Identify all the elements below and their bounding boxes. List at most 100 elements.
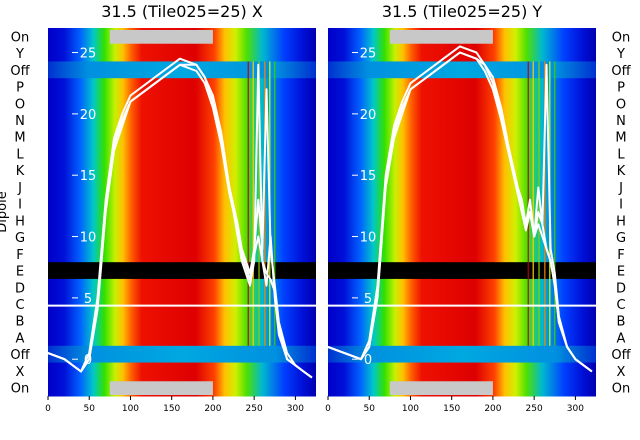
xtick-label: 150 (163, 404, 180, 414)
xtick-label: 50 (364, 404, 376, 414)
flagged-region (389, 30, 493, 44)
row-label-left: N (15, 114, 25, 129)
overlay-ytick-label: 25 (360, 47, 377, 62)
heatmap-row-off (328, 61, 596, 79)
spectrum-curve (327, 45, 593, 373)
row-label-right: H (616, 214, 626, 229)
rfi-streak (527, 61, 530, 346)
heatmap-row (328, 78, 596, 96)
row-label-right: O (616, 97, 626, 112)
row-label-left: I (18, 198, 22, 213)
row-label-right: X (617, 365, 626, 380)
row-label-right: K (617, 164, 626, 179)
xtick-label: 100 (402, 404, 419, 414)
row-label-left: F (16, 248, 23, 263)
row-label-left: E (16, 265, 24, 280)
overlay-ytick-label: 15 (80, 169, 97, 184)
row-label-right: M (615, 131, 626, 146)
row-label-left: K (16, 164, 25, 179)
row-label-left: M (14, 131, 25, 146)
row-label-right: G (616, 231, 626, 246)
overlay-ytick-label: 20 (360, 108, 377, 123)
overlay-ytick-label: 20 (80, 108, 97, 123)
overlay-ytick-label: 10 (360, 231, 377, 246)
xtick-label: 0 (45, 404, 51, 414)
xtick-label: 100 (122, 404, 139, 414)
panel-title: 31.5 (Tile025=25) X (101, 2, 263, 21)
row-label-left: J (17, 181, 22, 196)
heatmap-row (48, 362, 316, 380)
heatmap-row (328, 312, 596, 330)
row-label-left: P (16, 81, 24, 96)
row-label-left: Y (15, 47, 24, 62)
row-label-right: D (616, 281, 626, 296)
heatmap-row-blank (48, 262, 316, 280)
overlay-ytick-label: 15 (360, 169, 377, 184)
row-label-left: On (11, 382, 29, 397)
xtick-label: 250 (526, 404, 543, 414)
row-label-right: Y (616, 47, 625, 62)
overlay-ytick-label: 25 (80, 47, 97, 62)
heatmap-row (328, 195, 596, 213)
row-label-right: N (616, 114, 626, 129)
rfi-streak (264, 61, 266, 346)
xtick-label: 300 (567, 404, 584, 414)
heatmap-row (48, 329, 316, 347)
heatmap-row (328, 145, 596, 163)
rfi-streak (538, 61, 540, 346)
heatmap-row (48, 44, 316, 62)
rfi-streak (247, 61, 250, 346)
spectrum-curve (47, 63, 313, 379)
row-label-right: I (619, 198, 623, 213)
row-label-right: J (618, 181, 623, 196)
flagged-region (109, 381, 213, 395)
rfi-streak (532, 61, 535, 346)
xtick-label: 0 (325, 404, 331, 414)
row-label-left: H (15, 214, 25, 229)
rfi-streak (273, 61, 276, 346)
heatmap-row (328, 245, 596, 263)
row-label-left: On (11, 30, 29, 45)
row-label-right: Off (611, 348, 631, 363)
overlay-ytick-label: 10 (80, 231, 97, 246)
heatmap-row (48, 128, 316, 146)
row-label-left: Off (10, 348, 30, 363)
row-label-left: G (15, 231, 25, 246)
row-label-left: L (16, 147, 24, 162)
row-label-right: On (612, 30, 630, 45)
overlay-ytick-label: 5 (364, 292, 372, 307)
heatmap-row (328, 362, 596, 380)
row-label-right: Off (611, 64, 631, 79)
heatmap-row (48, 195, 316, 213)
heatmap-row (328, 212, 596, 230)
row-label-left: X (16, 365, 25, 380)
row-label-right: C (616, 298, 625, 313)
overlay-ytick-label: 0 (364, 353, 372, 368)
overlay-ytick-label: 5 (84, 292, 92, 307)
xtick-label: 250 (246, 404, 263, 414)
heatmap-row (48, 145, 316, 163)
rfi-streak (252, 61, 255, 346)
xtick-label: 300 (287, 404, 304, 414)
row-label-left: D (15, 281, 25, 296)
panel-x: 31.5 (Tile025=25) X 0 5 10 15 20 250 50 100 150 20… (45, 2, 316, 414)
xtick-label: 200 (204, 404, 221, 414)
xtick-label: 50 (84, 404, 96, 414)
row-label-right: B (617, 315, 626, 330)
y-axis-label: Dipole (0, 191, 10, 232)
row-label-right: P (617, 81, 625, 96)
row-label-left: C (15, 298, 24, 313)
row-label-right: E (617, 265, 625, 280)
heatmap-row-off (328, 345, 596, 364)
heatmap-row-off (48, 345, 316, 364)
row-label-left: B (16, 315, 25, 330)
panel-title: 31.5 (Tile025=25) Y (382, 2, 543, 21)
heatmap-row (48, 212, 316, 230)
row-label-left: A (16, 331, 25, 346)
row-label-right: F (617, 248, 624, 263)
row-label-right: A (617, 331, 626, 346)
row-label-left: O (15, 97, 25, 112)
heatmap-row (328, 128, 596, 146)
